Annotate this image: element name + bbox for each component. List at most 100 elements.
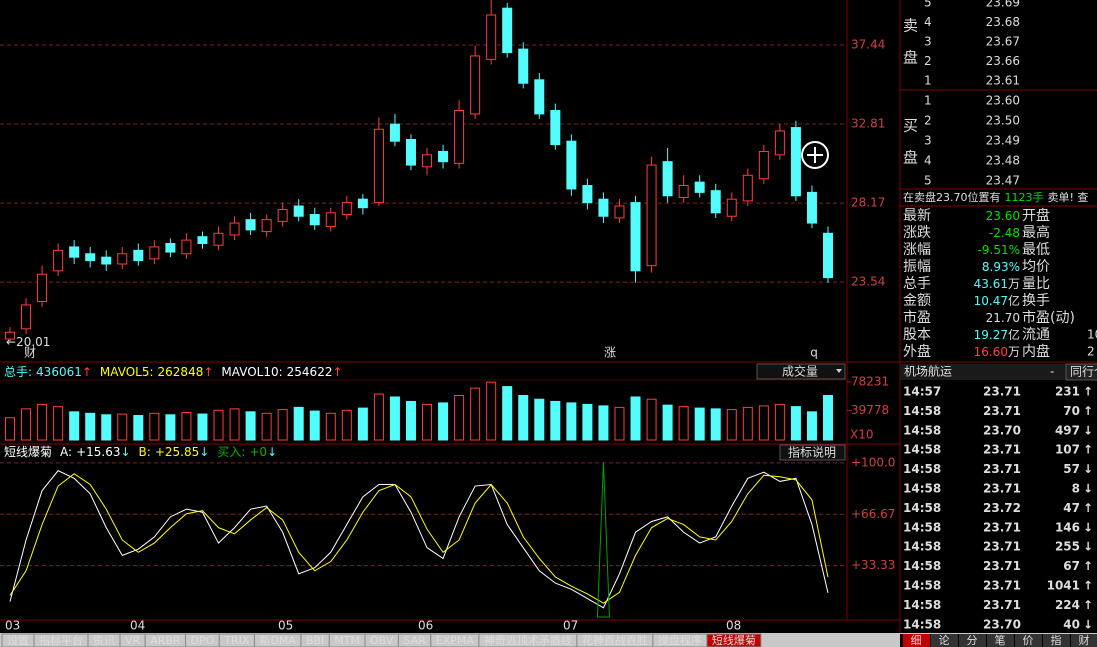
- side-tab-label[interactable]: 财: [1079, 633, 1090, 647]
- trade-price: 23.70: [983, 617, 1021, 631]
- candle-body: [37, 273, 48, 303]
- quote-label: 均价: [1022, 259, 1050, 275]
- trade-arrow: ↑: [1083, 501, 1093, 515]
- tab-label[interactable]: SAR: [403, 634, 426, 647]
- peer-label: 同行个: [1070, 365, 1097, 379]
- crosshair-cursor: [807, 147, 823, 163]
- candle-body: [5, 331, 15, 340]
- tab-label[interactable]: OBV: [370, 634, 394, 647]
- tab-label[interactable]: MTM: [334, 634, 360, 647]
- quote-label: 振幅: [903, 259, 931, 275]
- side-tab-label[interactable]: 细: [911, 634, 922, 647]
- candle-body: [518, 48, 529, 84]
- tab-label[interactable]: ARBR: [150, 634, 181, 647]
- trade-arrow: ↓: [1083, 423, 1093, 437]
- quote-value: 23.60: [986, 209, 1020, 223]
- volume-bar: [502, 386, 513, 441]
- side-tab[interactable]: [959, 634, 986, 647]
- header-value: 436061: [36, 365, 82, 379]
- tab-label[interactable]: 操盘程序: [658, 633, 702, 647]
- trade-arrow: ↓: [1083, 540, 1093, 554]
- trade-price: 23.71: [983, 404, 1021, 418]
- side-label: 盘: [903, 149, 918, 167]
- y-tick-label: 37.44: [851, 38, 885, 52]
- volume-bar: [117, 413, 128, 441]
- header-arrow: ↑: [332, 365, 342, 379]
- tab-label[interactable]: EXPMA: [436, 634, 475, 647]
- side-tab[interactable]: [903, 634, 930, 647]
- tab-label[interactable]: 新DMA: [259, 633, 296, 647]
- tab-label[interactable]: TRIX: [223, 634, 250, 647]
- candle-body: [373, 128, 384, 204]
- quote-label: 外盘: [903, 343, 931, 360]
- volume-bar: [534, 398, 545, 441]
- candle-body: [53, 249, 64, 272]
- indicator-select-label[interactable]: 成交量: [782, 364, 818, 379]
- tab-label[interactable]: 神奇逃顶术矛盾线: [484, 633, 572, 647]
- y-tick-label: 39778: [851, 403, 889, 417]
- side-tab-label[interactable]: 指: [1051, 633, 1062, 647]
- candle-body: [213, 232, 224, 246]
- indicator-select[interactable]: [756, 363, 846, 380]
- level-number: 4: [924, 15, 932, 29]
- volume-bar: [790, 406, 801, 441]
- tab[interactable]: [706, 633, 762, 647]
- quote-label: 总手: [903, 276, 931, 292]
- trade-time: 14:58: [903, 598, 941, 612]
- header-arrow: ↑: [82, 365, 92, 379]
- volume-bar: [405, 400, 416, 441]
- quote-label: 内盘: [1022, 343, 1050, 360]
- candle-body: [261, 219, 272, 233]
- candle-body: [454, 110, 465, 164]
- tab-label[interactable]: 指标平台: [39, 633, 83, 647]
- quote-number: 23.60: [986, 209, 1020, 223]
- candle-body: [742, 174, 753, 202]
- level-number: 2: [924, 114, 932, 128]
- quote-label: 股本: [903, 327, 931, 343]
- quote-value: 8.93%: [982, 260, 1020, 274]
- side-tab[interactable]: [1015, 634, 1042, 647]
- tab-label[interactable]: 资讯: [93, 634, 115, 647]
- volume-bar: [341, 409, 352, 441]
- side-tab-label[interactable]: 价: [1023, 634, 1034, 647]
- help-label[interactable]: 指标说明: [788, 445, 836, 460]
- volume-bar: [646, 398, 657, 441]
- side-tab-label[interactable]: 笔: [995, 633, 1006, 647]
- volume-bar: [229, 408, 240, 441]
- trades-minus: -: [1050, 365, 1054, 379]
- trade-price: 23.72: [983, 501, 1021, 515]
- order-notice: 在卖盘23.70位置有 1123手 卖单! 查: [903, 190, 1088, 204]
- level-number: 3: [924, 35, 932, 49]
- trade-arrow: ↓: [1083, 520, 1093, 534]
- candle-body: [710, 190, 721, 214]
- volume-bar: [566, 402, 577, 441]
- volume-bar: [197, 413, 208, 441]
- volume-bar: [53, 406, 64, 441]
- side-tab[interactable]: [1071, 634, 1097, 647]
- tab-label[interactable]: VR: [125, 634, 141, 647]
- trade-price: 23.71: [983, 540, 1021, 554]
- side-tab-label[interactable]: 论: [939, 633, 950, 647]
- candle-body: [389, 123, 400, 142]
- side-tab-label[interactable]: 分: [967, 634, 978, 647]
- header-label: 总手:: [4, 365, 32, 379]
- side-tab[interactable]: [1043, 634, 1070, 647]
- quote-value: 43.61万: [974, 277, 1020, 291]
- header-value: +0: [249, 445, 267, 459]
- trade-time: 14:57: [903, 385, 941, 399]
- tab-label[interactable]: 花神百战百胜: [582, 633, 648, 647]
- tab-label[interactable]: 设置: [7, 634, 29, 647]
- low-label: ←20.01: [6, 335, 50, 349]
- quote-unit: 万: [1008, 345, 1020, 359]
- header-arrow: ↑: [203, 365, 213, 379]
- candle-body: [341, 202, 352, 216]
- side-tab[interactable]: [987, 634, 1014, 647]
- quote-label: 最低: [1022, 242, 1050, 258]
- help-button[interactable]: [779, 444, 846, 461]
- peer-button[interactable]: [1065, 363, 1097, 381]
- side-tab[interactable]: [931, 634, 958, 647]
- tab-label[interactable]: 短线爆菊: [712, 633, 756, 647]
- tab-label[interactable]: DPO: [191, 634, 215, 647]
- tab-label[interactable]: BBI: [306, 634, 324, 647]
